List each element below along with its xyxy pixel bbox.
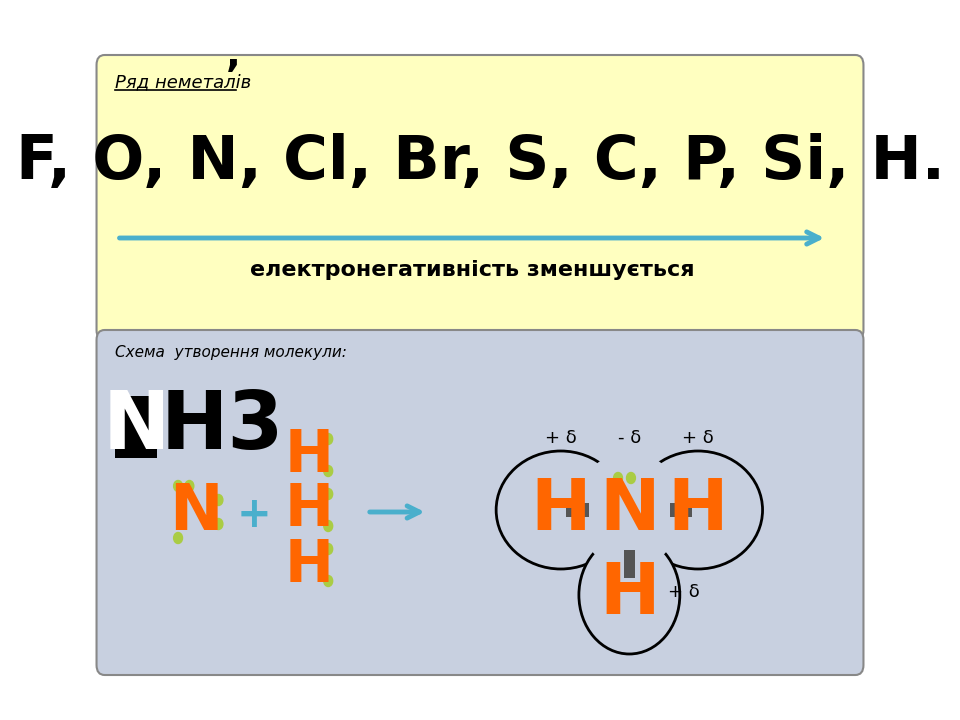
Circle shape — [324, 521, 333, 531]
Circle shape — [324, 433, 333, 444]
Circle shape — [214, 518, 223, 529]
Text: Ряд неметалів: Ряд неметалів — [115, 73, 252, 91]
Text: ,: , — [227, 36, 241, 74]
Ellipse shape — [496, 451, 625, 569]
Text: Схема  утворення молекули:: Схема утворення молекули: — [115, 344, 347, 359]
Circle shape — [613, 472, 622, 484]
Text: + δ: + δ — [668, 583, 700, 601]
Text: F, O, N, Cl, Br, S, C, P, Si, H.: F, O, N, Cl, Br, S, C, P, Si, H. — [15, 132, 945, 192]
Text: H: H — [531, 475, 591, 544]
Text: + δ: + δ — [545, 429, 577, 447]
Circle shape — [324, 488, 333, 500]
Circle shape — [324, 544, 333, 554]
Text: H: H — [284, 482, 333, 539]
Circle shape — [627, 472, 636, 484]
Text: H3: H3 — [161, 388, 284, 466]
Bar — [624, 550, 635, 578]
Text: + δ: + δ — [683, 429, 714, 447]
Text: електронегативність зменшується: електронегативність зменшується — [250, 260, 694, 280]
Ellipse shape — [577, 451, 682, 569]
FancyBboxPatch shape — [115, 396, 157, 458]
Circle shape — [214, 495, 223, 505]
FancyBboxPatch shape — [97, 55, 863, 340]
Circle shape — [174, 533, 182, 544]
Circle shape — [324, 466, 333, 477]
Circle shape — [185, 480, 194, 492]
Bar — [670, 503, 692, 517]
Text: H: H — [284, 426, 333, 484]
Ellipse shape — [634, 451, 762, 569]
Ellipse shape — [579, 536, 680, 654]
Text: H: H — [284, 536, 333, 593]
Text: N: N — [169, 481, 223, 543]
Circle shape — [324, 575, 333, 587]
Text: N: N — [599, 475, 660, 544]
Text: - δ: - δ — [617, 429, 641, 447]
Text: N: N — [103, 388, 170, 466]
Circle shape — [174, 480, 182, 492]
FancyBboxPatch shape — [97, 330, 863, 675]
Bar — [566, 503, 589, 517]
Text: H: H — [668, 475, 729, 544]
Text: H: H — [599, 560, 660, 629]
Text: +: + — [236, 494, 272, 536]
